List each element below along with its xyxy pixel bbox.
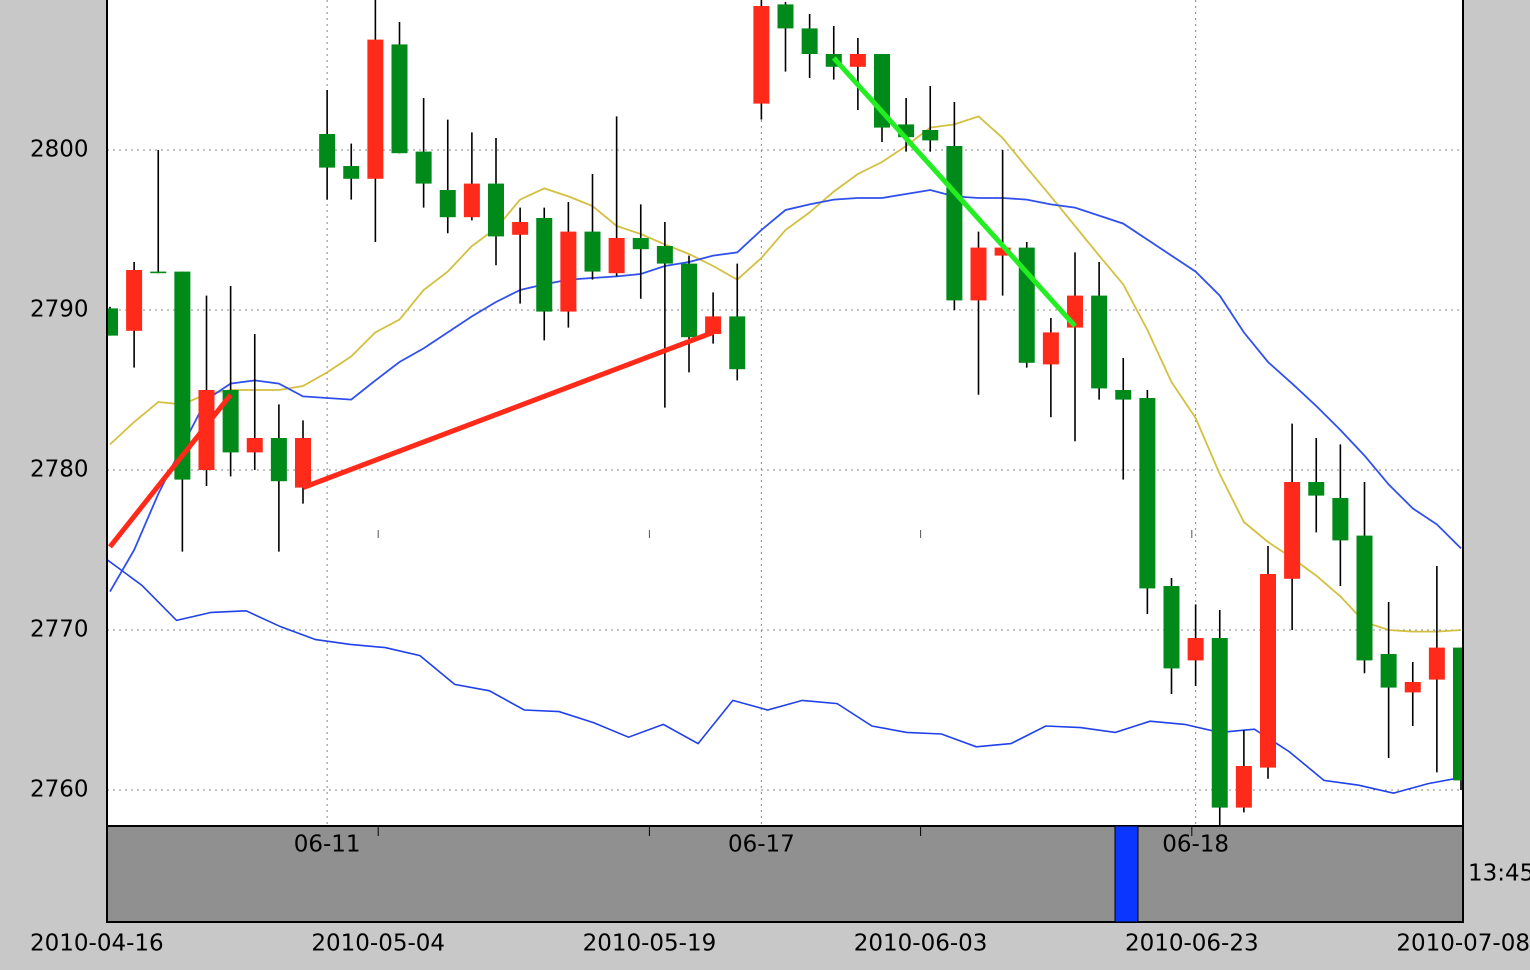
candle-body [560,231,577,312]
top-tick-label: 06-17 [728,832,795,858]
candle-body [1428,647,1445,680]
candle-body [536,218,553,312]
candle-body [1284,482,1301,579]
candle-body [584,231,601,272]
ma-line [109,115,1462,633]
candle-body [1260,574,1276,768]
candle-body [439,190,456,218]
candle-body [488,183,504,237]
candle-body [367,39,384,179]
candle-body [198,390,215,470]
candle-body [632,238,649,250]
navigator-tick-label: 2010-05-04 [311,931,445,957]
candle-body [994,247,1011,256]
y-tick-label: 2760 [30,777,89,803]
top-tick-label: 06-11 [294,832,361,858]
y-tick-label: 2770 [30,617,89,643]
candle-body [1187,638,1204,661]
candle-body [1380,654,1397,688]
candle-body [705,316,722,334]
candle-body [1091,295,1108,389]
candle-body [415,151,432,184]
candle-body [174,271,191,480]
candle-body [801,28,818,54]
ma-line [109,189,1462,593]
candle-body [970,247,987,301]
candle-body [1332,498,1349,541]
y-tick-label: 2790 [30,297,89,323]
candle-body [849,54,866,67]
navigator-tick-label: 2010-07-08 [1396,931,1530,957]
candle-body [319,134,336,168]
candle-body [1453,647,1463,781]
candle-body [512,222,529,235]
candle-body [753,6,770,104]
navigator-tick-label: 2010-05-19 [583,931,717,957]
candle-body [656,246,673,264]
candle-body [1163,586,1180,669]
candle-body [922,130,939,141]
candle-body [222,390,239,453]
candle-body [946,146,963,301]
trend-line [831,56,1077,328]
trend-line [302,330,715,490]
candle-body [729,316,746,370]
candle-body [343,166,360,179]
candle-body [150,271,167,274]
plot [107,0,1463,826]
trend-line [108,393,233,549]
candle-body [1139,398,1156,589]
navigator-window[interactable] [1114,825,1139,923]
navigator-tick-label: 2010-06-23 [1125,931,1259,957]
navigator-tick-label: 2010-06-03 [854,931,988,957]
candle-body [463,183,480,218]
candle-body [1211,638,1228,808]
navigator-tick-label: 2010-04-16 [30,931,164,957]
side-label: 13:45 [1468,861,1530,887]
candle-body [270,438,287,482]
candle-body [777,4,794,29]
intraday-line [107,558,1463,795]
candle-body [1115,390,1132,400]
y-tick-label: 2780 [30,457,89,483]
candle-body [126,270,143,331]
candle-body [391,44,408,154]
y-tick-label: 2800 [30,137,89,163]
candle-body [1235,766,1252,808]
navigator [106,825,1464,923]
candle-body [107,308,118,336]
candle-body [1404,682,1421,693]
candle-body [681,263,697,338]
candle-body [295,438,311,488]
candle-body [1308,482,1325,496]
top-tick-label: 06-18 [1162,832,1229,858]
candle-body [246,438,263,453]
candle-body [608,238,625,274]
candle-body [1356,535,1373,661]
plot-area [107,0,1463,826]
candle-body [1042,332,1059,365]
